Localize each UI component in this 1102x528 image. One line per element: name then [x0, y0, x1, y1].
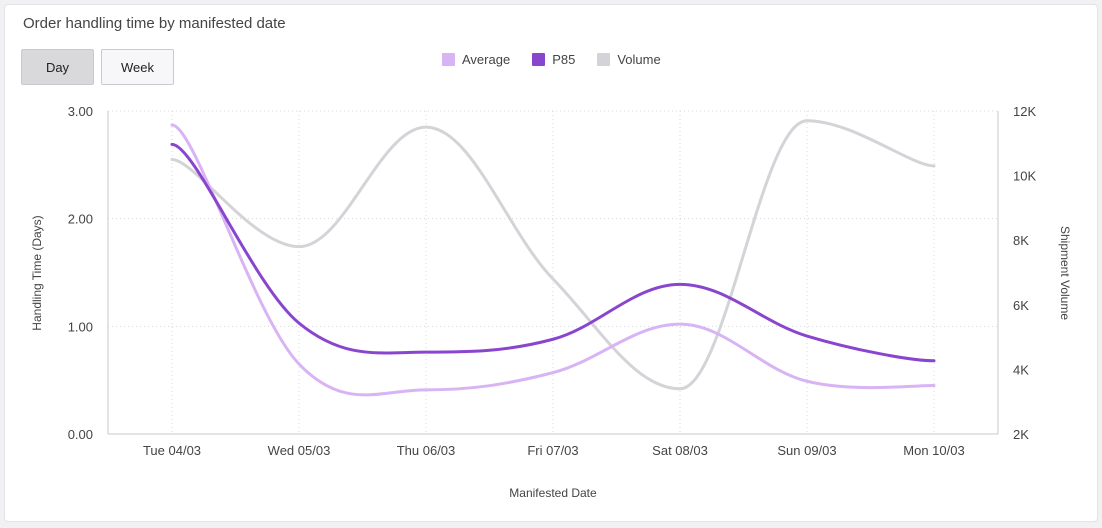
legend-label-average: Average	[462, 52, 511, 67]
week-button[interactable]: Week	[101, 49, 174, 85]
tick-labels: 0.00 1.00 2.00 3.00 2K 4K 6K 8K 10K 12K Tue 04/03 W…	[68, 104, 1037, 458]
y-tick-label: 0.00	[68, 427, 93, 442]
series-lines	[170, 119, 936, 397]
x-tick-label: Thu 06/03	[397, 443, 456, 458]
y2-tick-label: 8K	[1013, 233, 1029, 248]
chart-legend: Average P85 Volume	[442, 52, 683, 67]
legend-item-p85[interactable]: P85	[532, 52, 575, 67]
x-tick-label: Fri 07/03	[527, 443, 578, 458]
series-line-volume[interactable]	[170, 119, 936, 391]
chart-title: Order handling time by manifested date	[23, 15, 286, 32]
chart-axes	[107, 111, 999, 435]
y-tick-label: 2.00	[68, 212, 93, 227]
x-axis-title: Manifested Date	[509, 486, 597, 500]
legend-item-volume[interactable]: Volume	[597, 52, 661, 67]
chart-card: Order handling time by manifested date D…	[4, 4, 1098, 522]
grid-lines	[108, 110, 998, 434]
legend-label-p85: P85	[552, 52, 576, 67]
y-tick-label: 3.00	[68, 104, 93, 119]
y2-tick-label: 10K	[1013, 169, 1036, 184]
legend-swatch-volume	[597, 53, 611, 66]
x-tick-label: Sun 09/03	[777, 443, 836, 458]
legend-swatch-p85	[532, 53, 546, 66]
x-tick-label: Wed 05/03	[268, 443, 331, 458]
y-tick-label: 1.00	[68, 319, 93, 334]
y2-tick-label: 2K	[1013, 427, 1029, 442]
y2-tick-label: 12K	[1013, 104, 1036, 119]
series-line-p85[interactable]	[170, 142, 936, 363]
y-axis-title: Handling Time (Days)	[30, 215, 44, 330]
y2-tick-label: 4K	[1013, 362, 1029, 377]
x-tick-label: Mon 10/03	[903, 443, 964, 458]
legend-label-volume: Volume	[617, 52, 661, 67]
series-line-average[interactable]	[170, 123, 936, 397]
y2-axis-title: Shipment Volume	[1058, 226, 1072, 320]
x-tick-label: Sat 08/03	[652, 443, 708, 458]
y2-tick-label: 6K	[1013, 298, 1029, 313]
day-button[interactable]: Day	[21, 49, 94, 85]
legend-item-average[interactable]: Average	[442, 52, 510, 67]
x-tick-label: Tue 04/03	[143, 443, 201, 458]
legend-swatch-average	[442, 53, 455, 66]
